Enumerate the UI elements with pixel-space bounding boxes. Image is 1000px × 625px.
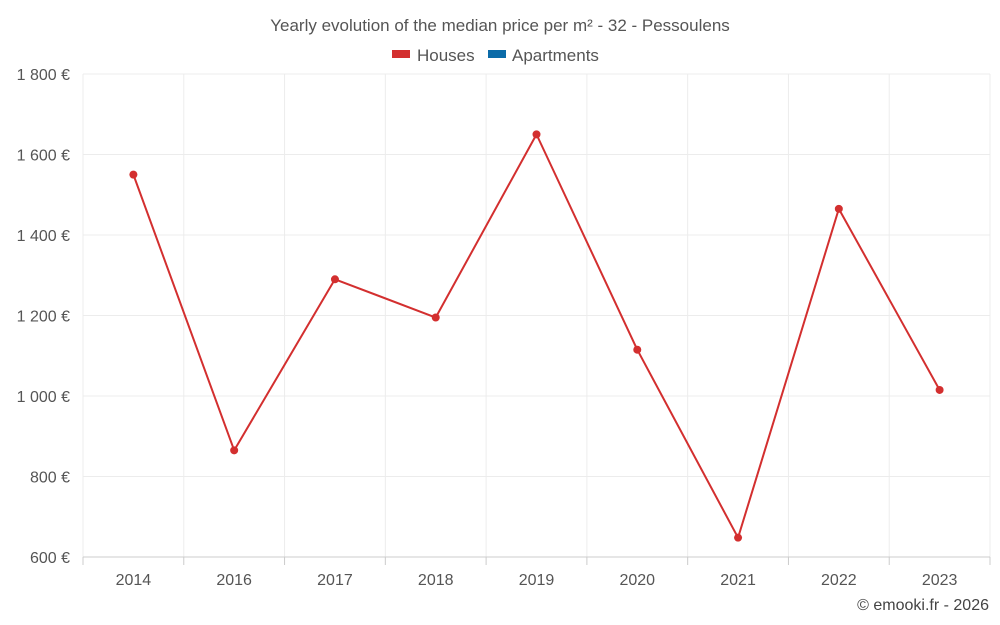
data-point-houses-2022[interactable] <box>834 204 843 213</box>
x-tick-label: 2017 <box>317 572 353 589</box>
x-tick-label: 2023 <box>922 572 958 589</box>
x-tick-label: 2016 <box>216 572 252 589</box>
y-tick-label: 1 400 € <box>17 228 70 245</box>
data-point-houses-2017[interactable] <box>330 275 339 284</box>
y-tick-label: 1 800 € <box>17 67 70 84</box>
legend[interactable]: Houses Apartments <box>392 46 599 65</box>
legend-swatch-houses <box>392 50 410 58</box>
data-point-houses-2014[interactable] <box>129 170 138 179</box>
y-tick-label: 1 000 € <box>17 389 70 406</box>
data-point-houses-2016[interactable] <box>230 446 239 455</box>
data-point-houses-2019[interactable] <box>532 130 541 139</box>
legend-label-houses: Houses <box>417 46 475 65</box>
y-tick-label: 600 € <box>30 550 70 567</box>
data-point-houses-2023[interactable] <box>935 385 944 394</box>
credit-text: © emooki.fr - 2026 <box>857 597 989 614</box>
x-tick-label: 2021 <box>720 572 756 589</box>
data-point-houses-2018[interactable] <box>431 313 440 322</box>
x-tick-label: 2014 <box>116 572 152 589</box>
x-tick-label: 2022 <box>821 572 857 589</box>
y-tick-label: 800 € <box>30 470 70 487</box>
x-axis: 2014 2016 2017 2018 2019 2020 2021 2022 2023 <box>82 556 991 589</box>
legend-label-apartments: Apartments <box>512 46 599 65</box>
series-line-houses <box>132 133 941 539</box>
grid <box>82 73 991 557</box>
y-tick-label: 1 600 € <box>17 148 70 165</box>
chart-title: Yearly evolution of the median price per… <box>270 16 730 35</box>
series-houses <box>129 130 944 542</box>
x-tick-label: 2019 <box>519 572 555 589</box>
x-tick-label: 2020 <box>619 572 655 589</box>
y-axis: 600 € 800 € 1 000 € 1 200 € 1 400 € 1 600 € 1 … <box>17 67 70 567</box>
data-point-houses-2020[interactable] <box>633 345 642 354</box>
x-tick-label: 2018 <box>418 572 454 589</box>
legend-item-houses[interactable]: Houses <box>392 46 475 65</box>
legend-swatch-apartments <box>488 50 506 58</box>
legend-item-apartments[interactable]: Apartments <box>488 46 599 65</box>
data-point-houses-2021[interactable] <box>734 533 743 542</box>
y-tick-label: 1 200 € <box>17 309 70 326</box>
